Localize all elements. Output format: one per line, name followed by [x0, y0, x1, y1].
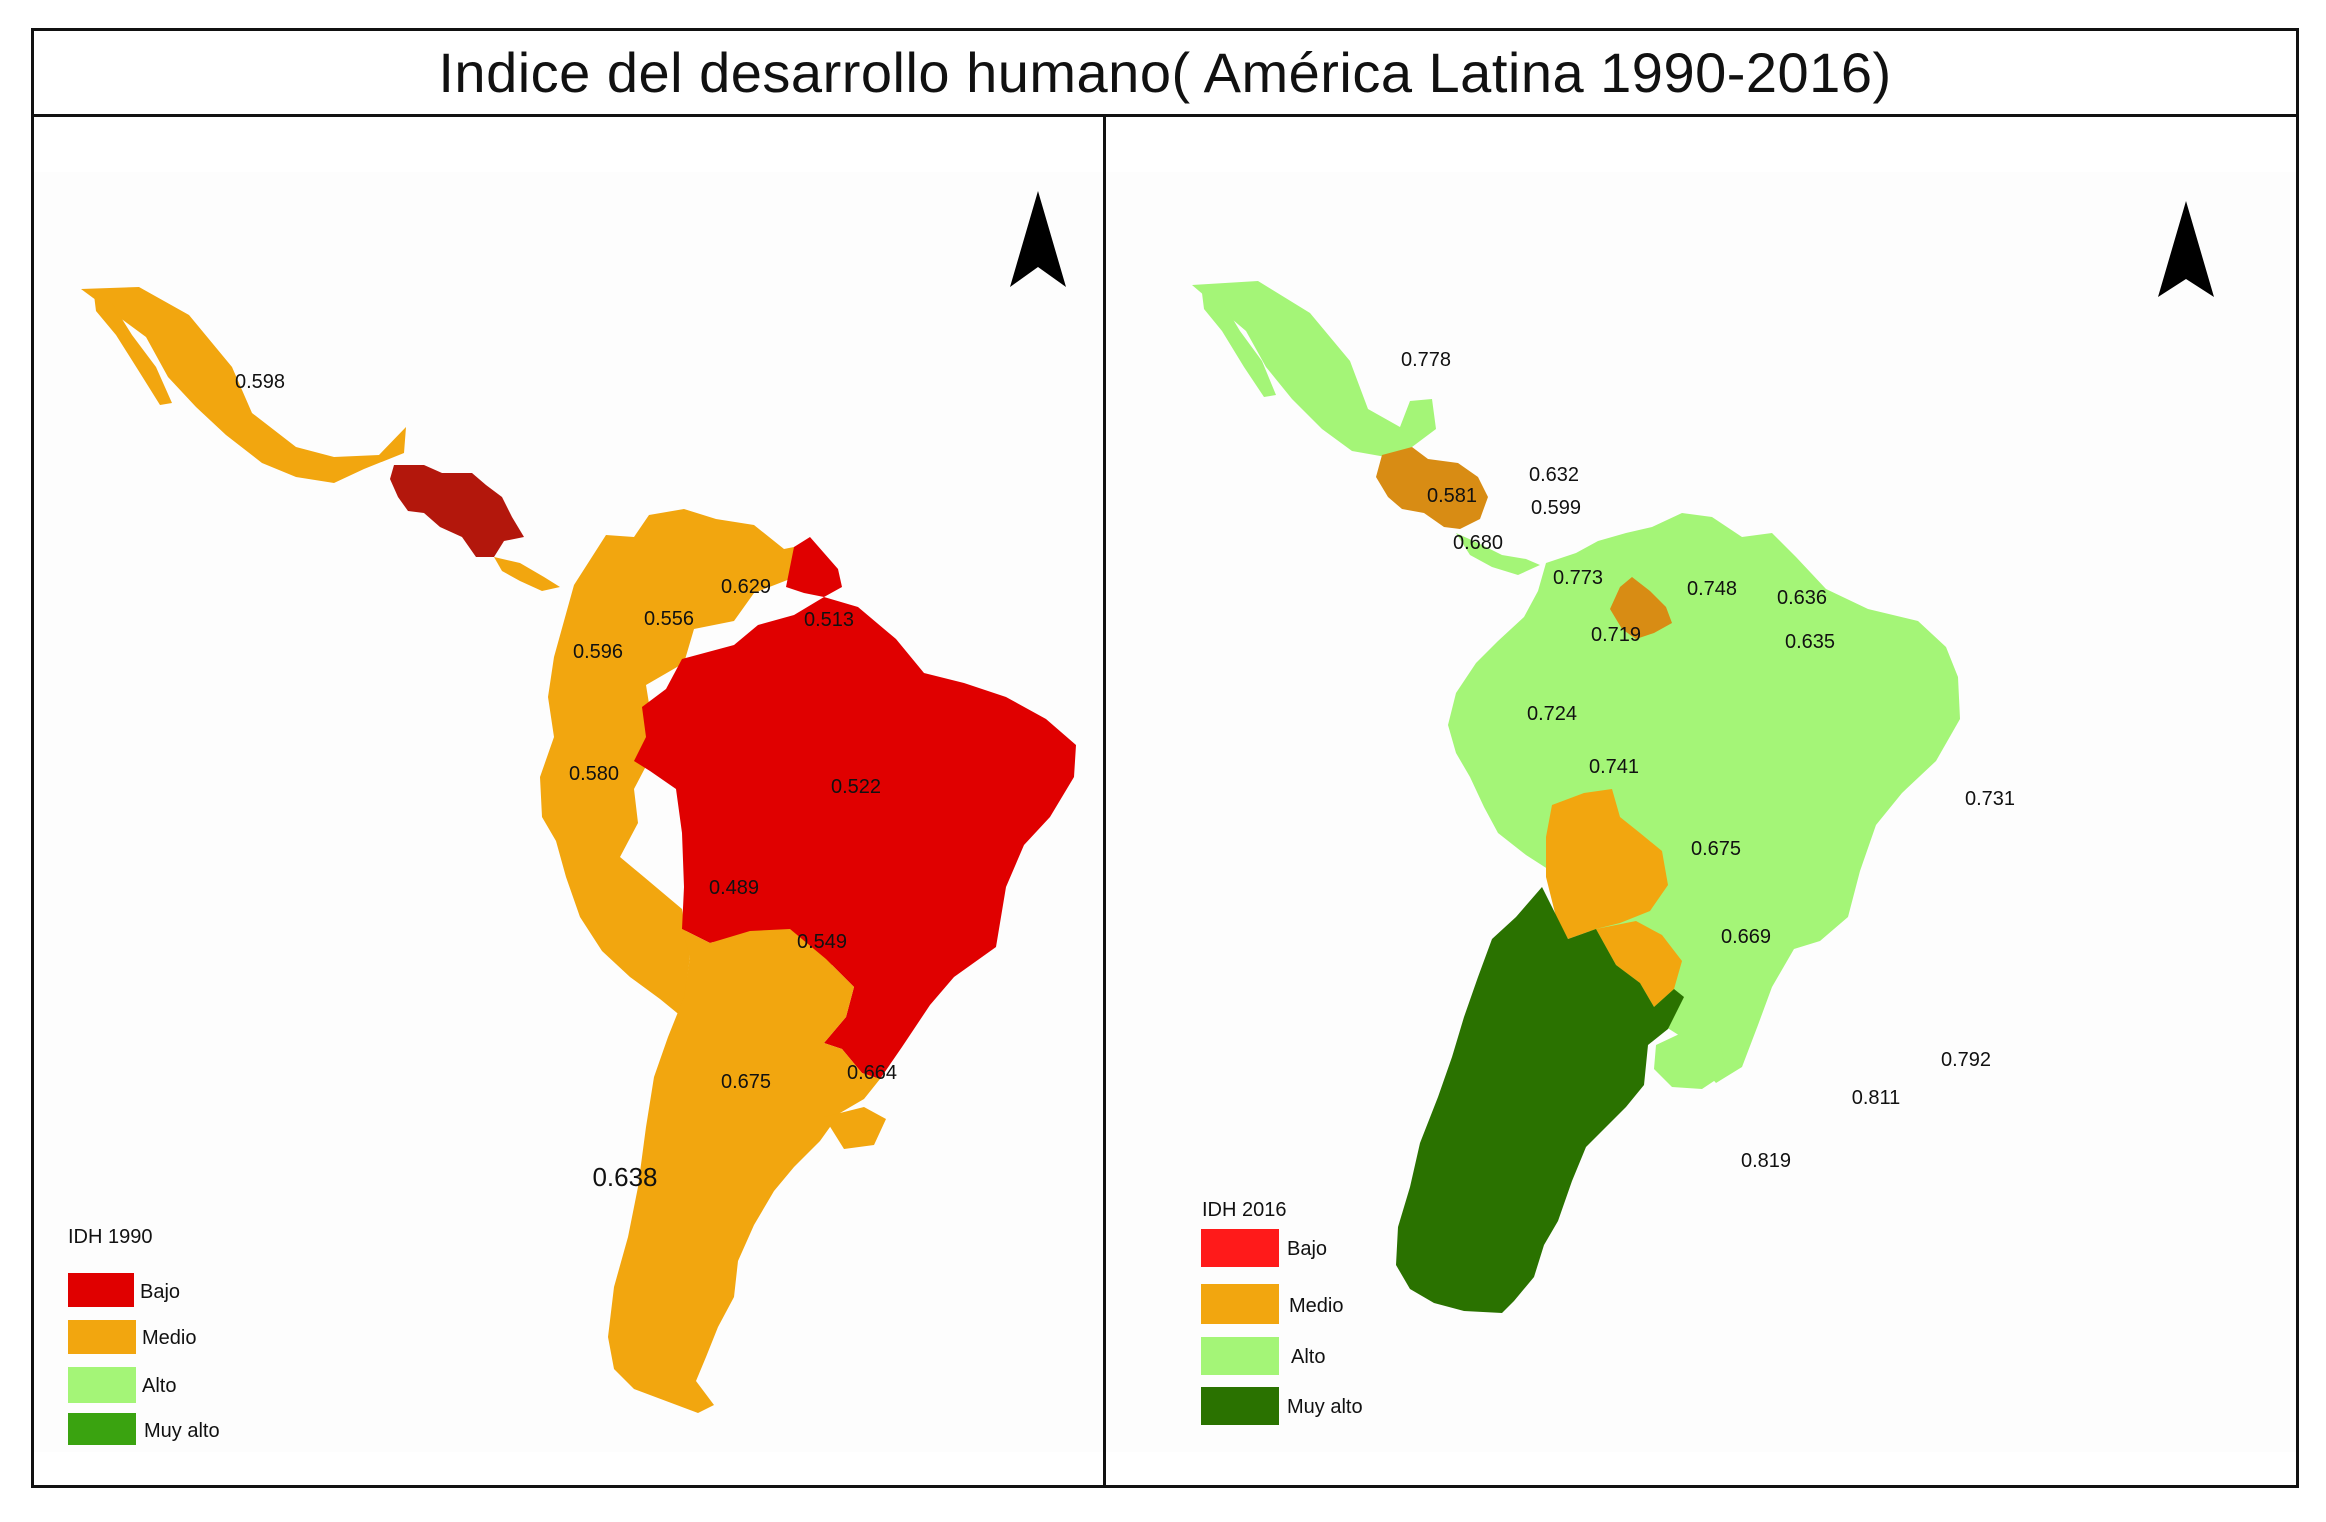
legend-swatch-bajo: [68, 1273, 134, 1307]
legend-swatch-muy-alto: [68, 1413, 136, 1445]
country-guyanas: [786, 537, 842, 597]
legend-swatch-alto: [1201, 1337, 1279, 1375]
legend-label-muy-alto: Muy alto: [1287, 1396, 1363, 1418]
legend-title: IDH 1990: [68, 1226, 153, 1248]
value-label-paraguay: 0.549: [797, 931, 847, 953]
country-guyanas: [1610, 577, 1672, 639]
value-label-uruguay: 0.792: [1941, 1049, 1991, 1071]
legend-1990: IDH 1990 Bajo Medio Alto Muy alto: [68, 1226, 220, 1445]
legend-label-bajo: Bajo: [1287, 1238, 1327, 1260]
map-panel-1990: 0.598 0.629 0.513 0.556 0.596 0.580 0.52…: [34, 172, 1103, 1452]
country-panama: [1456, 533, 1540, 575]
map-layout-frame: Indice del desarrollo humano( América La…: [31, 28, 2299, 1488]
legend-label-medio: Medio: [142, 1327, 196, 1349]
country-mexico: [1192, 281, 1436, 457]
value-label-brazil: 0.731: [1965, 788, 2015, 810]
value-label-ecuador: 0.596: [573, 641, 623, 663]
country-uruguay: [1654, 1029, 1726, 1089]
value-label-panama: 0.773: [1553, 567, 1603, 589]
value-label-colombia: 0.556: [644, 608, 694, 630]
page-title: Indice del desarrollo humano( América La…: [438, 41, 1892, 104]
country-bolivia: [1546, 789, 1668, 939]
country-south-america-alto: [1448, 513, 1960, 1083]
north-arrow-icon: [1010, 191, 1066, 287]
value-label-argentina: 0.675: [721, 1071, 771, 1093]
value-label-guatemala: 0.581: [1427, 485, 1477, 507]
value-label-mexico: 0.598: [235, 371, 285, 393]
value-label-argentina: 0.811: [1852, 1087, 1901, 1109]
value-label-el-salvador: 0.680: [1453, 532, 1503, 554]
value-label-nicaragua: 0.599: [1531, 497, 1581, 519]
legend-2016: IDH 2016 Bajo Medio Alto Muy alto: [1201, 1199, 1363, 1425]
country-paraguay: [1596, 921, 1682, 1007]
value-label-mexico: 0.778: [1401, 349, 1451, 371]
country-central-america: [1376, 447, 1488, 529]
legend-swatch-muy-alto: [1201, 1387, 1279, 1425]
legend-swatch-medio: [68, 1320, 136, 1354]
value-label-paraguay: 0.669: [1721, 926, 1771, 948]
legend-swatch-alto: [68, 1367, 136, 1403]
country-uruguay: [824, 1107, 886, 1149]
map-panel-2016: 0.778 0.632 0.599 0.581 0.680 0.773 0.74…: [1106, 172, 2296, 1452]
legend-label-alto: Alto: [1291, 1346, 1325, 1368]
panel-divider: [1103, 117, 1106, 1488]
legend-swatch-medio: [1201, 1284, 1279, 1324]
value-label-guyanas-south: 0.635: [1785, 631, 1835, 653]
country-panama: [494, 557, 560, 591]
value-label-guyanas-north: 0.636: [1777, 587, 1827, 609]
value-label-honduras: 0.632: [1529, 464, 1579, 486]
value-label-peru: 0.741: [1589, 756, 1639, 778]
country-central-america: [390, 465, 524, 557]
country-southern-cone: [608, 929, 880, 1413]
country-mexico-baja: [94, 295, 172, 405]
value-label-chile: 0.819: [1741, 1150, 1791, 1172]
value-label-bolivia: 0.675: [1691, 838, 1741, 860]
legend-label-bajo: Bajo: [140, 1281, 180, 1303]
country-northwest-andes: [540, 509, 804, 1017]
country-brazil: [634, 597, 1076, 1079]
legend-title: IDH 2016: [1202, 1199, 1287, 1221]
value-label-brazil: 0.522: [831, 776, 881, 798]
legend-label-alto: Alto: [142, 1375, 176, 1397]
legend-swatch-bajo: [1201, 1229, 1279, 1267]
north-arrow-icon: [2158, 201, 2214, 297]
value-label-ecuador: 0.724: [1527, 703, 1577, 725]
value-label-guyanas: 0.513: [804, 609, 854, 631]
value-label-bolivia: 0.489: [709, 877, 759, 899]
country-mexico: [81, 287, 406, 483]
value-label-venezuela: 0.748: [1687, 578, 1737, 600]
value-label-uruguay: 0.664: [847, 1062, 897, 1084]
value-label-chile: 0.638: [592, 1162, 657, 1192]
value-label-peru: 0.580: [569, 763, 619, 785]
legend-label-medio: Medio: [1289, 1295, 1343, 1317]
value-label-venezuela: 0.629: [721, 576, 771, 598]
legend-label-muy-alto: Muy alto: [144, 1420, 220, 1442]
value-label-colombia: 0.719: [1591, 624, 1641, 646]
title-bar: Indice del desarrollo humano( América La…: [34, 31, 2296, 117]
country-mexico-baja: [1202, 293, 1276, 397]
country-argentina-chile: [1396, 887, 1684, 1313]
